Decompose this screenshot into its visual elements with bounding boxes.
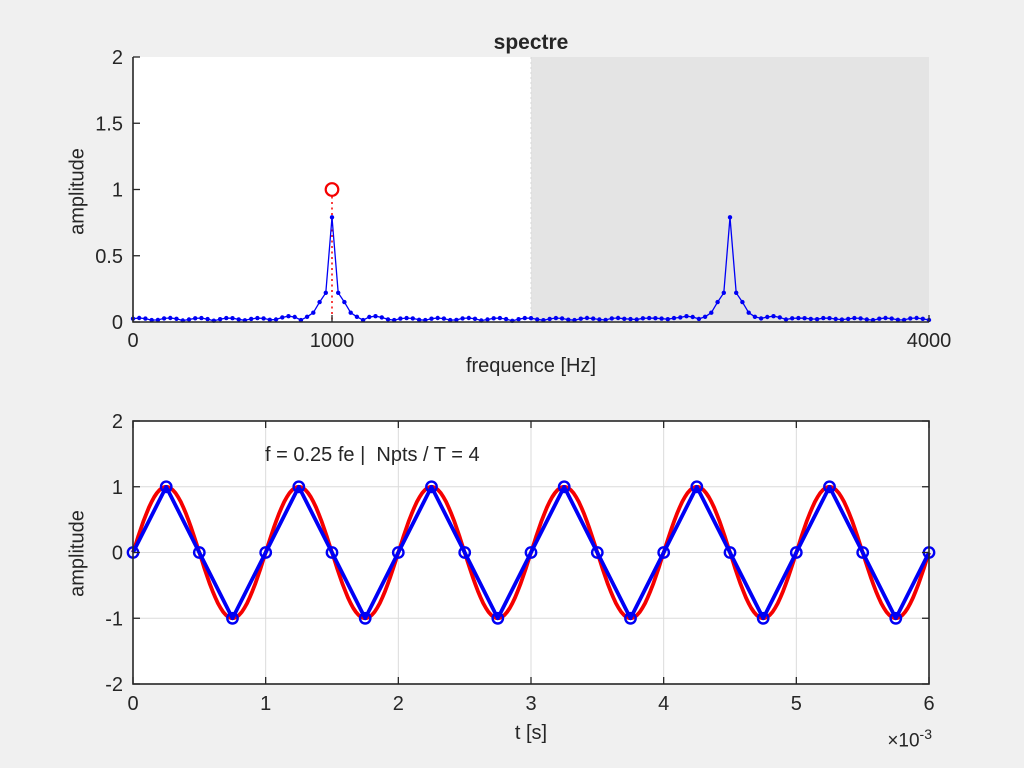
x-tick-label: 4 xyxy=(658,693,669,715)
sample-marker xyxy=(590,546,604,559)
x-axis-exponent-label: ×10-3 xyxy=(760,726,932,752)
y-tick-label: -1 xyxy=(105,608,123,630)
axis-ticks: 0 1000 4000 0 0.5 1 1.5 2 xyxy=(95,47,951,352)
sample-marker xyxy=(259,546,273,559)
x-tick-label: 4000 xyxy=(907,330,952,352)
x-tick-label: 0 xyxy=(127,693,138,715)
sample-marker xyxy=(723,546,737,559)
y-tick-label: 0 xyxy=(112,312,123,334)
sample-marker xyxy=(358,611,372,625)
sample-marker xyxy=(458,546,472,559)
sample-marker xyxy=(524,546,538,559)
sample-marker xyxy=(391,546,405,559)
sample-marker xyxy=(159,480,173,494)
time-ylabel: amplitude xyxy=(66,510,89,597)
sample-marker xyxy=(756,611,770,625)
sample-marker xyxy=(557,480,571,494)
signal-annotation: f = 0.25 fe | Npts / T = 4 xyxy=(265,444,480,466)
y-tick-label: 1 xyxy=(112,180,123,202)
sample-marker xyxy=(823,480,836,494)
sample-marker xyxy=(789,546,803,559)
sample-marker xyxy=(292,480,306,494)
y-tick-label: 1.5 xyxy=(95,113,123,135)
spectrum-ylabel: amplitude xyxy=(66,148,89,235)
sample-marker xyxy=(325,546,339,559)
sample-marker xyxy=(856,546,870,559)
y-tick-label: 1 xyxy=(112,477,123,499)
sample-marker xyxy=(624,611,637,625)
x-tick-label: 2 xyxy=(393,693,404,715)
y-tick-label: -2 xyxy=(105,674,123,696)
exponent-power: -3 xyxy=(919,726,932,742)
sample-marker xyxy=(192,546,206,559)
nyquist-shaded-region xyxy=(530,57,929,322)
y-tick-label: 2 xyxy=(112,411,123,433)
exponent-base: ×10 xyxy=(887,730,920,752)
sample-marker xyxy=(657,546,671,559)
y-tick-label: 2 xyxy=(112,47,123,69)
y-tick-label: 0 xyxy=(112,543,123,565)
spectrum-xlabel: frequence [Hz] xyxy=(465,355,597,377)
y-tick-label: 0.5 xyxy=(95,246,123,268)
x-tick-label: 1000 xyxy=(310,330,355,352)
sample-marker xyxy=(491,611,505,625)
spectrum-plot: 0 1000 4000 0 0.5 1 1.5 2 xyxy=(95,47,951,352)
sample-marker xyxy=(425,480,438,494)
time-xlabel: t [s] xyxy=(514,722,548,744)
x-tick-label: 3 xyxy=(525,693,536,715)
spectrum-title: spectre xyxy=(493,31,569,54)
x-tick-label: 0 xyxy=(127,330,138,352)
sample-marker xyxy=(226,611,239,625)
theoretical-peak-marker xyxy=(324,182,340,197)
time-plot: 0 1 2 3 4 5 6 -2 -1 0 1 2 xyxy=(105,411,936,715)
sample-marker xyxy=(889,611,903,625)
sample-marker xyxy=(690,480,704,494)
sampled-series xyxy=(126,480,936,625)
x-tick-label: 6 xyxy=(923,693,934,715)
axis-ticks: 0 1 2 3 4 5 6 -2 -1 0 1 2 xyxy=(105,411,934,715)
x-tick-label: 5 xyxy=(791,693,802,715)
x-tick-label: 1 xyxy=(260,693,271,715)
